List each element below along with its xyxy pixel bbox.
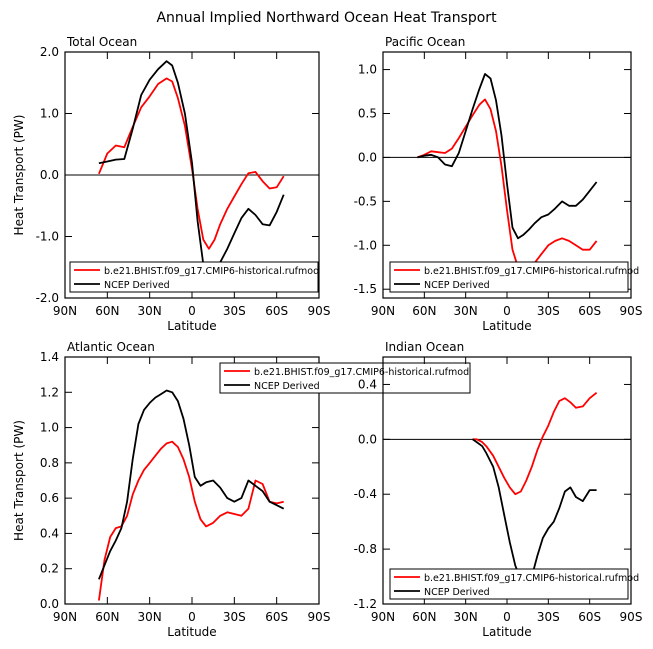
x-tick-label: 90N [53, 610, 77, 624]
legend-entry: b.e21.BHIST.f09_g17.CMIP6-historical.ruf… [424, 266, 639, 277]
legend-box [389, 261, 629, 293]
plot-frame [64, 51, 320, 299]
legend-entry: NCEP Derived [104, 280, 170, 291]
legend-entry: NCEP Derived [424, 587, 490, 598]
y-tick-label: 0.8 [40, 456, 59, 470]
x-tick-label: 90S [620, 610, 643, 624]
panel-1: 90N 60N 30N 0 30S 60S 90S -1.5 -1.0 -0.5 0.0 0.5 1.0… [354, 35, 643, 333]
x-tick-label: 0 [188, 304, 196, 318]
x-tick-label: 90S [620, 304, 643, 318]
y-tick-label: -1.5 [354, 282, 377, 296]
legend: b.e21.BHIST.f09_g17.CMIP6-historical.ruf… [389, 261, 639, 293]
y-tick-label: 0.0 [358, 150, 377, 164]
legend-entry: NCEP Derived [254, 381, 320, 392]
legend-entry: b.e21.BHIST.f09_g17.CMIP6-historical.ruf… [104, 266, 319, 277]
x-tick-label: 90N [371, 304, 395, 318]
panel-title: Indian Ocean [385, 340, 464, 354]
x-tick-label: 30S [537, 304, 560, 318]
panel-3: 90N 60N 30N 0 30S 60S 90S -1.2 -0.8 -0.4 0.0 0.4 Ind… [354, 340, 643, 639]
y-tick-label: -1.0 [36, 230, 59, 244]
legend-box [389, 568, 629, 600]
panel-2: 90N 60N 30N 0 30S 60S 90S 0.0 0.2 0.4 0.6 0.8 1.0 1.2… [12, 340, 330, 639]
y-tick-label: 2.0 [40, 45, 59, 59]
series-line-model [472, 391, 598, 496]
y-tick-label: 1.2 [40, 385, 59, 399]
legend-entry: b.e21.BHIST.f09_g17.CMIP6-historical.ruf… [424, 573, 639, 584]
y-tick-label: 0.0 [358, 432, 377, 446]
series-line-model [417, 98, 598, 273]
y-tick-label: -0.5 [354, 194, 377, 208]
y-axis-label: Heat Transport (PW) [12, 115, 26, 236]
x-tick-label: 60S [265, 304, 288, 318]
series-line-ncep [98, 389, 285, 580]
x-tick-label: 30N [454, 304, 478, 318]
panel-0: 90N 60N 30N 0 30S 60S 90S -2.0 -1.0 0.0 1.0 2.0 Tota… [12, 35, 330, 333]
x-tick-label: 60S [578, 610, 601, 624]
y-tick-label: 1.4 [40, 350, 59, 364]
legend: b.e21.BHIST.f09_g17.CMIP6-historical.ruf… [389, 568, 639, 600]
x-tick-label: 90S [308, 610, 331, 624]
y-tick-label: -1.2 [354, 597, 377, 611]
x-axis-label: Latitude [482, 625, 531, 639]
x-tick-label: 90N [53, 304, 77, 318]
panel-title: Total Ocean [66, 35, 137, 49]
y-tick-label: 0.2 [40, 562, 59, 576]
legend-box [69, 261, 319, 293]
plot-frame [64, 356, 320, 605]
y-tick-label: -0.8 [354, 542, 377, 556]
legend-entry: b.e21.BHIST.f09_g17.CMIP6-historical.ruf… [254, 367, 469, 378]
panel-title: Atlantic Ocean [67, 340, 155, 354]
x-tick-label: 30S [223, 304, 246, 318]
y-tick-label: 0.5 [358, 107, 377, 121]
plot-frame [382, 356, 632, 605]
y-tick-label: 0.0 [40, 597, 59, 611]
x-tick-label: 60N [412, 304, 436, 318]
y-axis-label: Heat Transport (PW) [12, 420, 26, 541]
x-tick-label: 30N [138, 610, 162, 624]
y-tick-label: 0.4 [358, 377, 377, 391]
series-line-ncep [417, 73, 598, 240]
x-tick-label: 0 [503, 304, 511, 318]
x-tick-label: 60N [95, 610, 119, 624]
y-tick-label: 1.0 [40, 107, 59, 121]
x-tick-label: 90S [308, 304, 331, 318]
y-tick-label: -2.0 [36, 291, 59, 305]
x-tick-label: 60S [578, 304, 601, 318]
x-tick-label: 60S [265, 610, 288, 624]
x-tick-label: 30S [223, 610, 246, 624]
legend-box [219, 362, 471, 394]
x-tick-label: 30N [138, 304, 162, 318]
legend: b.e21.BHIST.f09_g17.CMIP6-historical.ruf… [219, 362, 471, 394]
plot-frame [382, 51, 632, 299]
x-axis-label: Latitude [167, 319, 216, 333]
figure-title: Annual Implied Northward Ocean Heat Tran… [156, 10, 497, 26]
x-tick-label: 30N [454, 610, 478, 624]
x-tick-label: 30S [537, 610, 560, 624]
y-tick-label: 0.0 [40, 168, 59, 182]
y-tick-label: 0.4 [40, 526, 59, 540]
y-tick-label: 0.6 [40, 491, 59, 505]
x-tick-label: 60N [95, 304, 119, 318]
series-line-model [98, 440, 284, 601]
x-axis-label: Latitude [482, 319, 531, 333]
y-tick-label: -1.0 [354, 238, 377, 252]
series-line-ncep [98, 60, 285, 278]
x-tick-label: 0 [503, 610, 511, 624]
y-tick-label: 1.0 [358, 63, 377, 77]
x-axis-label: Latitude [167, 625, 216, 639]
panel-title: Pacific Ocean [385, 35, 465, 49]
y-tick-label: -0.4 [354, 487, 377, 501]
legend: b.e21.BHIST.f09_g17.CMIP6-historical.ruf… [69, 261, 319, 293]
x-tick-label: 90N [371, 610, 395, 624]
y-tick-label: 1.0 [40, 421, 59, 435]
legend-entry: NCEP Derived [424, 280, 490, 291]
x-tick-label: 60N [412, 610, 436, 624]
x-tick-label: 0 [188, 610, 196, 624]
